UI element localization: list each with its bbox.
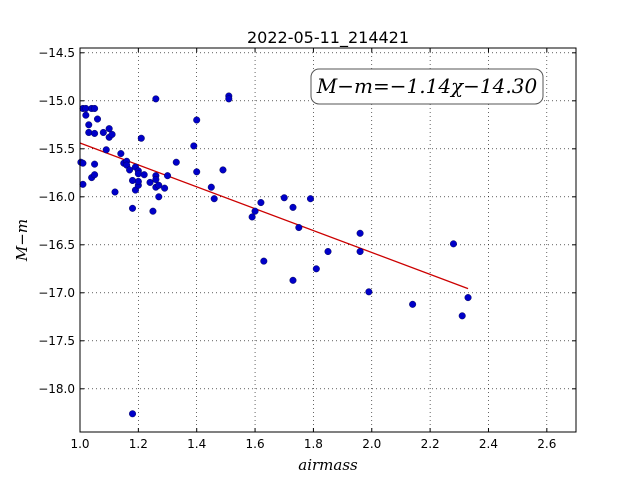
fit-equation-text: M−m=−1.14χ−14.30 [316,74,538,98]
data-point [91,171,99,179]
data-point [126,166,134,174]
data-point [134,170,142,178]
data-point [129,176,137,184]
x-tick-label: 1.8 [304,437,323,451]
x-tick-label: 1.4 [187,437,206,451]
data-point [210,195,218,203]
data-point [105,125,113,133]
data-point [356,248,364,256]
x-tick-label: 1.6 [246,437,265,451]
data-point [464,294,472,302]
data-point [82,111,90,119]
y-tick-label: −16.5 [38,238,75,252]
chart-title: 2022-05-11_214421 [247,28,409,48]
data-point [155,181,163,189]
data-point [251,207,259,215]
data-point [140,171,148,179]
annotation-box [310,68,544,105]
x-axis-label: airmass [298,456,358,474]
data-point [146,178,154,186]
data-point [161,184,169,192]
data-point [79,180,87,188]
fit-line [79,142,469,290]
x-tick-label: 2.6 [537,437,556,451]
data-point [82,104,90,112]
data-point [449,240,457,248]
data-point [225,95,233,103]
data-point [137,134,145,142]
data-point [155,193,163,201]
data-point [134,177,142,185]
data-point [111,188,119,196]
data-point [306,195,314,203]
x-tick-label: 1.0 [70,437,89,451]
y-tick-label: −18.0 [38,382,75,396]
x-tick-label: 2.2 [421,437,440,451]
y-tick-label: −17.5 [38,334,75,348]
x-tick-label: 2.0 [362,437,381,451]
y-axis-label: M−m [13,219,31,262]
data-point [91,160,99,168]
x-tick-label: 1.2 [129,437,148,451]
data-point [91,129,99,137]
data-point [295,224,303,232]
y-tick-label: −17.0 [38,286,75,300]
y-tick-label: −16.0 [38,190,75,204]
y-tick-label: −14.5 [38,46,75,60]
data-point [91,104,99,112]
data-point [289,203,297,211]
y-tick-label: −15.5 [38,142,75,156]
data-point [164,172,172,180]
data-point [117,150,125,158]
data-point [260,257,268,265]
data-point [207,183,215,191]
data-point [102,146,110,154]
data-point [94,115,102,123]
data-point [193,168,201,176]
data-point [85,128,93,136]
data-point [172,158,180,166]
data-point [152,95,160,103]
data-point [85,121,93,129]
data-point [108,130,116,138]
data-point [190,142,198,150]
data-point [129,204,137,212]
data-point [149,207,157,215]
data-points [77,92,472,418]
data-point [312,265,320,273]
data-point [365,288,373,296]
data-point [409,300,417,308]
data-point [324,248,332,256]
data-point [280,194,288,202]
data-point [289,276,297,284]
plot-frame [79,47,577,433]
data-point [79,159,87,167]
x-tick-label: 2.4 [479,437,498,451]
data-point [257,199,265,207]
data-point [458,312,466,320]
data-point [356,229,364,237]
fit-equation-annotation: M−m=−1.14χ−14.30 [310,68,544,105]
fit-line-group [79,142,469,290]
data-point [129,410,137,418]
data-point [219,166,227,174]
data-point [193,116,201,124]
data-point [248,213,256,221]
axis-ticks: 1.0 1.2 1.4 1.6 1.8 2.0 2.2 2.4 2.6 −14.5 −15.0 −15… [38,46,576,451]
y-tick-label: −15.0 [38,94,75,108]
data-point [99,128,107,136]
data-point [152,176,160,184]
